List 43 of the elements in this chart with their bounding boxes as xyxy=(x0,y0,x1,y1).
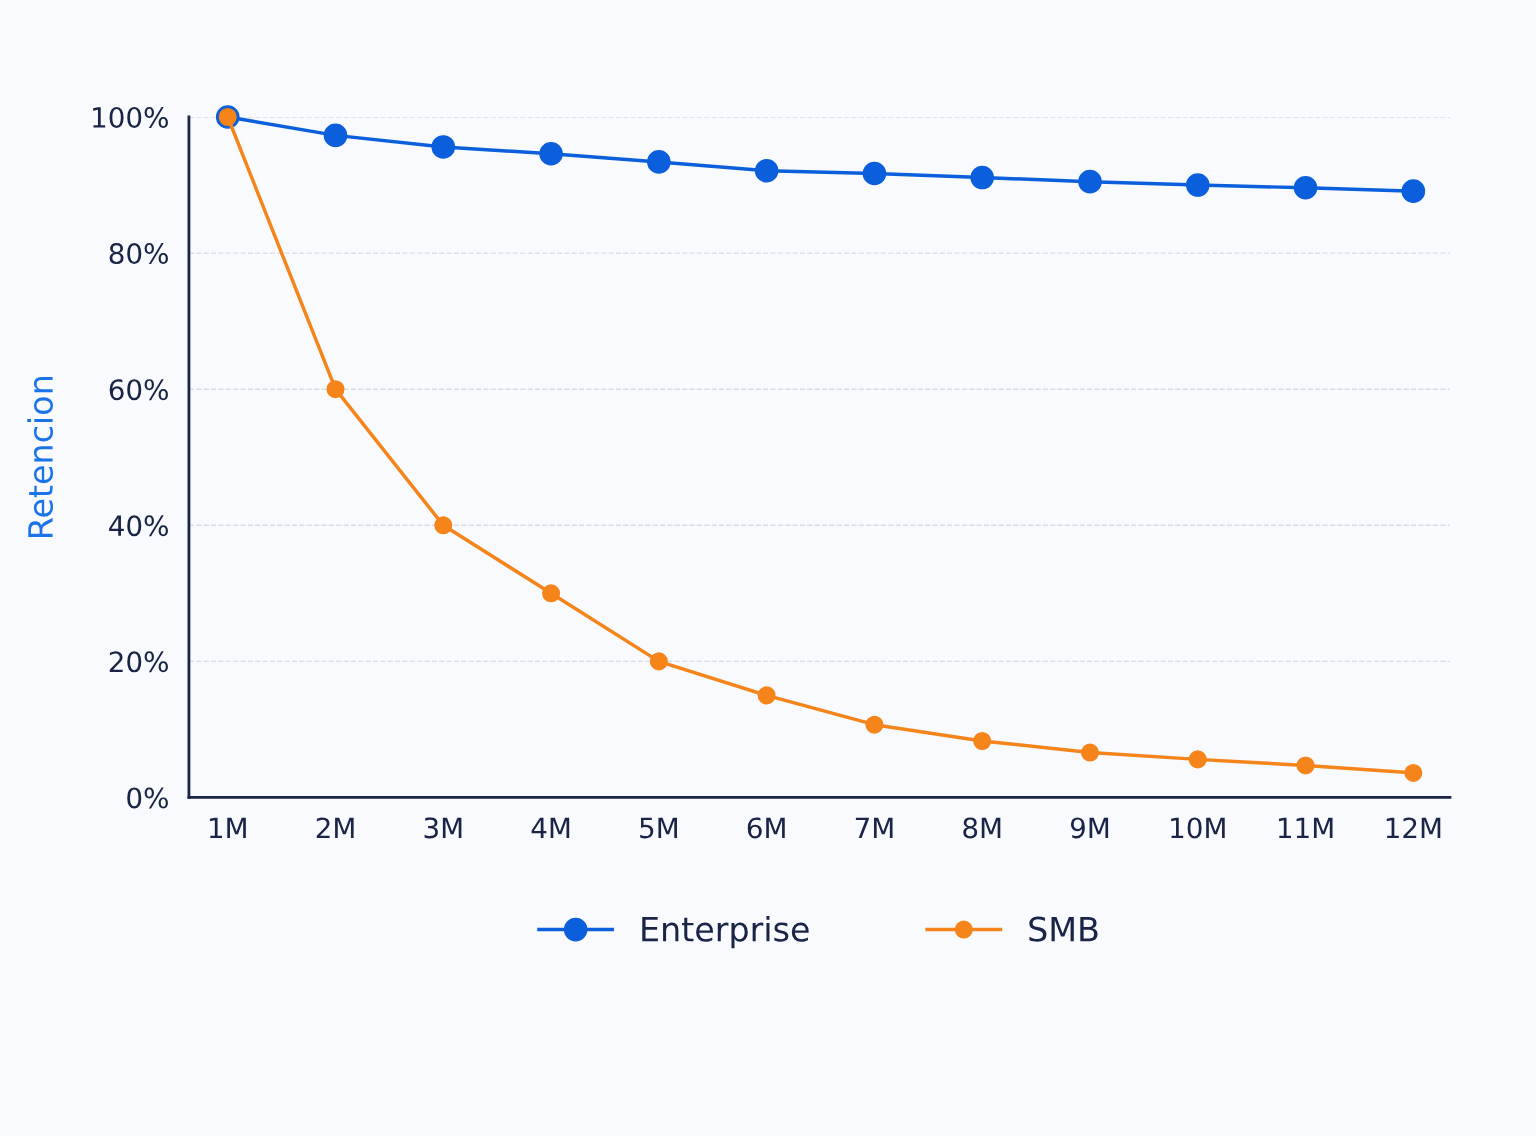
x-tick-label: 5M xyxy=(640,817,677,839)
y-axis-title: Retencion xyxy=(27,377,54,537)
legend-label: Enterprise xyxy=(642,915,809,949)
x-tick-label: 3M xyxy=(424,817,462,839)
point xyxy=(649,652,668,671)
x-tick-label: 1M xyxy=(209,817,246,839)
point xyxy=(757,686,776,705)
y-tick-label: 100% xyxy=(93,106,168,128)
point xyxy=(862,161,887,186)
y-tick-label: 40% xyxy=(109,515,168,537)
point xyxy=(754,158,779,183)
x-tick-label: 6M xyxy=(747,817,785,839)
point xyxy=(970,165,995,190)
point xyxy=(542,584,561,603)
y-tick-label: 60% xyxy=(109,379,168,401)
y-tick-label: 0% xyxy=(127,787,168,809)
point xyxy=(539,141,563,166)
point xyxy=(1078,169,1102,194)
x-tick-label: 7M xyxy=(855,817,893,839)
x-tick-label: 2M xyxy=(316,817,354,839)
y-tick-label: 20% xyxy=(109,651,168,673)
legend-label: SMB xyxy=(1029,916,1098,942)
x-tick-label: 8M xyxy=(963,817,1001,839)
point xyxy=(1185,173,1210,197)
point xyxy=(323,123,348,148)
point xyxy=(865,715,884,734)
y-tick-label: 80% xyxy=(109,243,168,265)
point xyxy=(1080,743,1100,762)
point xyxy=(1296,756,1315,775)
point xyxy=(431,135,456,159)
point xyxy=(434,516,453,535)
point xyxy=(973,731,992,751)
point xyxy=(326,380,345,399)
x-tick-label: 11M xyxy=(1278,817,1333,839)
x-tick-label: 4M xyxy=(531,817,570,839)
point xyxy=(1401,179,1426,203)
point xyxy=(647,150,671,174)
point xyxy=(1188,750,1207,769)
point xyxy=(1293,175,1318,200)
point xyxy=(1404,763,1423,783)
x-tick-label: 10M xyxy=(1171,817,1225,839)
x-tick-label: 9M xyxy=(1070,817,1109,839)
x-tick-label: 12M xyxy=(1386,817,1441,839)
